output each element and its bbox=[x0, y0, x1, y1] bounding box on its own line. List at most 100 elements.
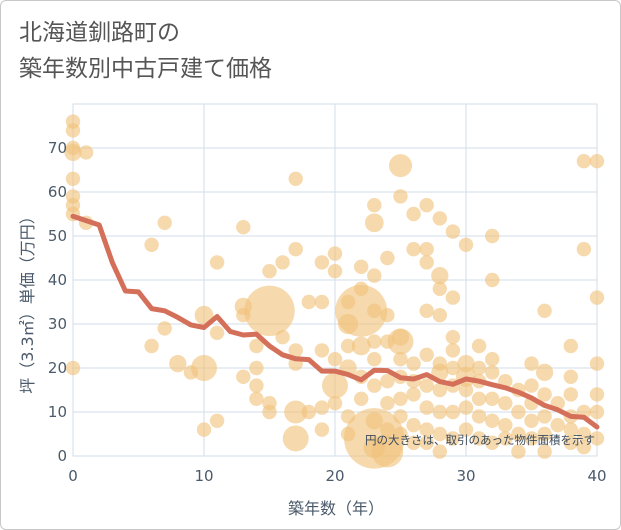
bubble-point bbox=[485, 228, 500, 244]
bubble-point bbox=[485, 391, 500, 406]
trend-line bbox=[70, 213, 600, 430]
bubble-point bbox=[380, 308, 395, 323]
bubble-point bbox=[64, 143, 82, 162]
bubble-point bbox=[380, 422, 395, 437]
bubble-point bbox=[524, 356, 539, 371]
bubble-point bbox=[393, 189, 408, 204]
bubble-point bbox=[485, 413, 500, 428]
bubble-point bbox=[327, 352, 343, 367]
bubble-point bbox=[393, 426, 408, 442]
bubble-point bbox=[388, 154, 413, 178]
bubble-point bbox=[380, 250, 395, 266]
y-tick-label: 0 bbox=[57, 447, 67, 465]
bubble-point bbox=[314, 255, 330, 270]
bubble-point bbox=[327, 264, 343, 279]
bubble-point bbox=[249, 391, 264, 406]
bubble-point bbox=[157, 321, 172, 336]
bubble-point bbox=[419, 400, 434, 415]
bubble-point bbox=[563, 435, 578, 450]
y-tick-label: 50 bbox=[48, 227, 67, 245]
bubble-point bbox=[314, 422, 330, 437]
bubble-point bbox=[511, 404, 526, 420]
axes: 0 10 20 30 40 0 10 20 30 40 50 60 70 bbox=[48, 139, 607, 485]
bubble-point bbox=[387, 328, 414, 355]
bubble-point bbox=[471, 360, 487, 376]
bubble-point bbox=[380, 396, 395, 411]
bubble-point bbox=[236, 220, 251, 235]
bubble-point bbox=[236, 369, 251, 384]
bubble-point bbox=[367, 378, 382, 393]
bubble-point bbox=[589, 154, 605, 169]
bubble-point bbox=[209, 255, 225, 270]
bubble-point bbox=[432, 281, 447, 296]
bubble-point bbox=[209, 325, 225, 340]
bubble-point bbox=[249, 360, 264, 376]
x-tick-label: 20 bbox=[325, 467, 344, 485]
bubble-point bbox=[288, 242, 303, 257]
bubble-point bbox=[209, 413, 225, 428]
bubble-point bbox=[537, 426, 552, 442]
bubble-point bbox=[524, 413, 539, 428]
y-tick-label: 10 bbox=[48, 403, 67, 421]
x-tick-label: 0 bbox=[68, 467, 78, 485]
chart-title-line-2: 築年数別中古戸建て価格 bbox=[19, 56, 272, 82]
bubble-point bbox=[498, 396, 513, 411]
bubble-point bbox=[537, 303, 552, 318]
bubble-point bbox=[419, 378, 434, 393]
bubble-series bbox=[64, 114, 605, 469]
y-tick-label: 70 bbox=[48, 139, 67, 157]
bubble-point bbox=[485, 365, 500, 380]
bubble-point bbox=[367, 268, 382, 283]
bubble-point bbox=[191, 355, 217, 381]
bubble-point bbox=[367, 198, 382, 213]
bubble-point bbox=[65, 360, 81, 376]
x-tick-label: 30 bbox=[456, 467, 475, 485]
bubble-point bbox=[288, 171, 303, 186]
bubble-point bbox=[419, 242, 434, 257]
bubble-point bbox=[314, 400, 330, 415]
bubble-point bbox=[419, 435, 434, 450]
bubble-point bbox=[301, 404, 316, 420]
bubble-point bbox=[406, 435, 421, 450]
bubble-point bbox=[393, 409, 408, 424]
bubble-point bbox=[196, 422, 212, 437]
bubble-point bbox=[432, 211, 447, 226]
bubble-point bbox=[157, 215, 172, 230]
bubble-point bbox=[445, 360, 461, 376]
bubble-point bbox=[576, 154, 592, 169]
bubble-point bbox=[445, 290, 461, 305]
bubble-point bbox=[354, 259, 369, 274]
bubble-point bbox=[458, 422, 474, 437]
bubble-point bbox=[537, 387, 552, 402]
chart-title: 北海道釧路町の 築年数別中古戸建て価格 bbox=[19, 15, 272, 87]
bubble-point bbox=[471, 338, 487, 354]
bubble-point bbox=[524, 431, 539, 446]
bubble-point bbox=[537, 444, 552, 459]
bubble-point bbox=[367, 334, 382, 349]
bubble-point bbox=[335, 284, 388, 337]
bubble-point bbox=[249, 378, 264, 393]
bubble-point bbox=[589, 290, 605, 305]
bubble-point bbox=[367, 303, 382, 318]
bubble-point bbox=[393, 352, 408, 367]
y-tick-label: 40 bbox=[48, 271, 67, 289]
bubble-point bbox=[445, 224, 461, 239]
bubble-point bbox=[445, 330, 461, 345]
bubble-point bbox=[288, 343, 303, 358]
bubble-point bbox=[406, 387, 421, 402]
bubble-point bbox=[65, 123, 81, 138]
bubble-point bbox=[322, 372, 348, 399]
x-tick-label: 40 bbox=[587, 467, 606, 485]
bubble-point bbox=[419, 198, 434, 213]
trend-series bbox=[70, 213, 600, 430]
bubble-point bbox=[194, 305, 214, 325]
bubble-point bbox=[458, 237, 474, 252]
bubble-point bbox=[445, 431, 461, 446]
bubble-point bbox=[458, 400, 474, 415]
x-axis-label: 築年数（年） bbox=[288, 499, 384, 518]
bubble-point bbox=[301, 294, 316, 310]
bubble-point bbox=[431, 266, 449, 285]
bubble-point bbox=[144, 237, 159, 252]
y-tick-label: 60 bbox=[48, 183, 67, 201]
